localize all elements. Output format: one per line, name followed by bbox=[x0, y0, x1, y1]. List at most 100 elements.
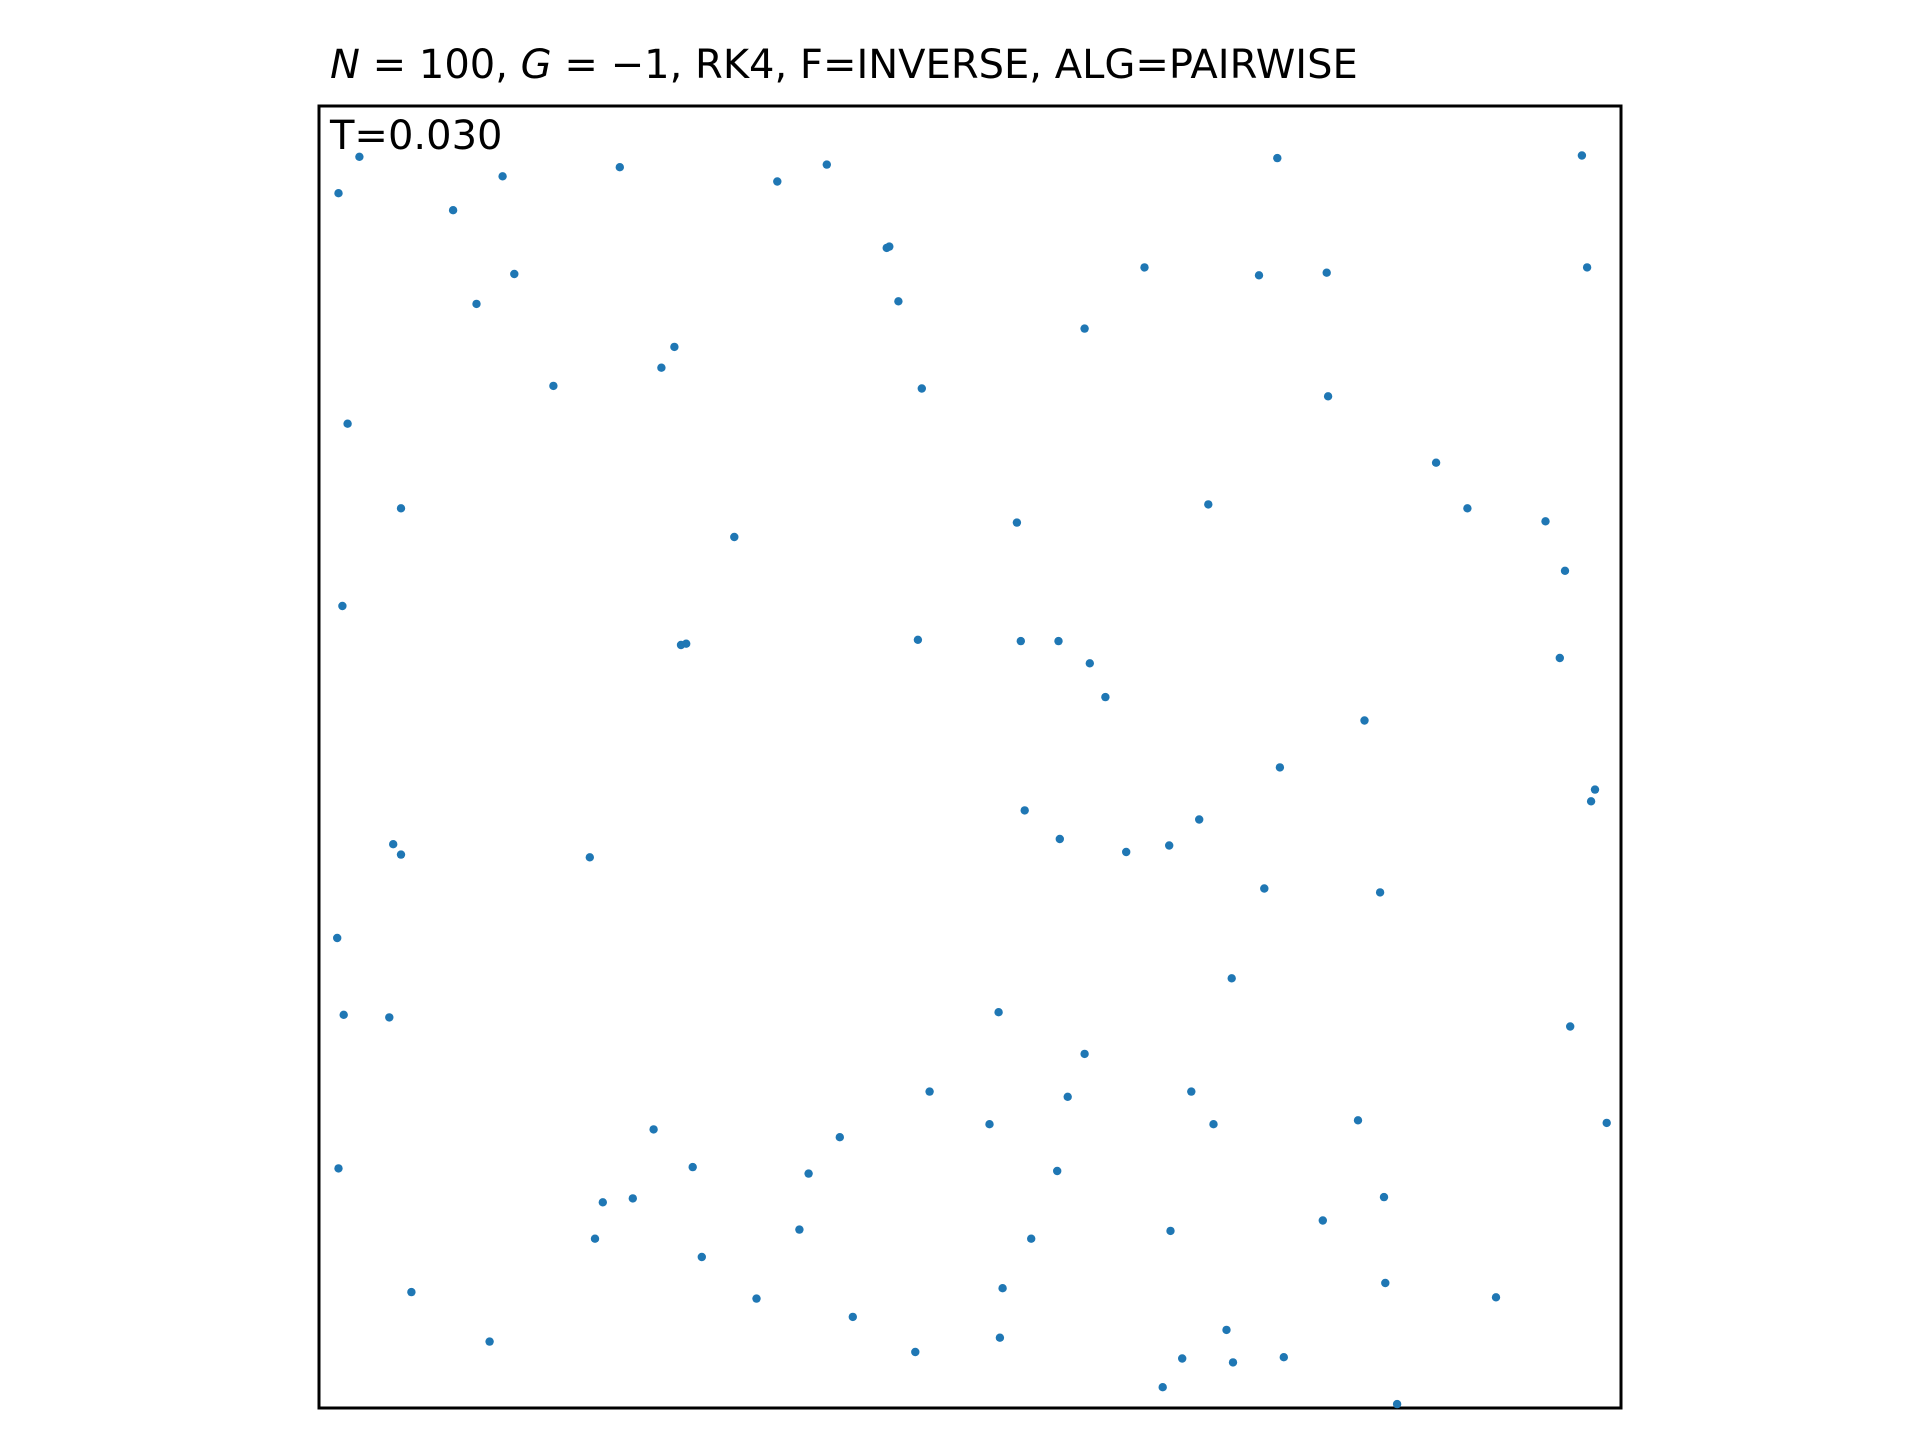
plot-frame bbox=[317, 104, 1623, 1410]
data-point-0-9 bbox=[510, 269, 519, 279]
data-point-0-80 bbox=[1027, 1234, 1036, 1243]
data-point-0-10 bbox=[472, 299, 481, 309]
data-point-0-48 bbox=[1122, 847, 1131, 857]
data-point-0-91 bbox=[995, 1333, 1005, 1342]
data-point-0-49 bbox=[1165, 841, 1174, 850]
data-point-0-6 bbox=[822, 160, 831, 169]
data-point-0-0 bbox=[355, 152, 364, 161]
data-point-0-61 bbox=[1080, 1049, 1089, 1059]
data-point-0-85 bbox=[998, 1284, 1007, 1293]
data-point-0-62 bbox=[1566, 1022, 1575, 1031]
data-point-0-39 bbox=[1085, 659, 1095, 668]
data-point-0-35 bbox=[682, 639, 691, 648]
data-point-0-56 bbox=[333, 933, 342, 943]
data-point-0-37 bbox=[1016, 636, 1025, 646]
data-point-0-32 bbox=[1560, 566, 1570, 575]
data-point-0-89 bbox=[752, 1294, 761, 1303]
data-point-0-28 bbox=[396, 504, 406, 513]
data-point-0-38 bbox=[1054, 636, 1063, 646]
data-point-0-5 bbox=[773, 177, 782, 186]
data-point-0-40 bbox=[1101, 692, 1110, 702]
title-g-value: −1 bbox=[610, 42, 670, 88]
data-point-0-36 bbox=[913, 635, 923, 644]
data-point-0-23 bbox=[917, 384, 926, 393]
data-point-0-20 bbox=[343, 419, 352, 428]
data-point-0-59 bbox=[1227, 974, 1236, 983]
data-point-0-42 bbox=[1555, 653, 1565, 663]
data-point-0-15 bbox=[1254, 271, 1264, 280]
data-point-0-79 bbox=[795, 1225, 804, 1234]
time-label: T=0.030 bbox=[329, 113, 502, 159]
data-point-0-33 bbox=[338, 601, 347, 611]
data-point-0-70 bbox=[649, 1125, 658, 1134]
data-point-0-26 bbox=[1463, 504, 1472, 513]
data-point-0-44 bbox=[1590, 785, 1600, 794]
data-point-0-94 bbox=[1222, 1325, 1231, 1335]
data-point-0-52 bbox=[389, 840, 398, 849]
data-point-0-65 bbox=[1063, 1092, 1072, 1102]
data-point-0-81 bbox=[1166, 1226, 1175, 1236]
data-point-0-2 bbox=[498, 172, 507, 181]
data-point-0-41 bbox=[1360, 716, 1369, 725]
data-point-0-64 bbox=[985, 1120, 994, 1129]
data-point-0-74 bbox=[804, 1169, 813, 1178]
data-point-0-31 bbox=[1204, 500, 1213, 509]
data-point-0-58 bbox=[385, 1013, 394, 1022]
data-point-0-83 bbox=[1379, 1192, 1389, 1202]
data-point-0-97 bbox=[1228, 1358, 1238, 1367]
data-point-0-8 bbox=[1577, 151, 1587, 160]
data-point-0-73 bbox=[688, 1162, 697, 1172]
data-point-0-92 bbox=[485, 1337, 494, 1346]
data-point-0-67 bbox=[1209, 1120, 1218, 1129]
data-point-0-25 bbox=[1431, 458, 1441, 467]
title-n-value: 100 bbox=[418, 42, 496, 88]
data-point-0-90 bbox=[848, 1312, 857, 1322]
data-point-0-46 bbox=[1020, 806, 1029, 815]
data-point-0-60 bbox=[994, 1008, 1003, 1017]
data-point-0-66 bbox=[1187, 1087, 1196, 1096]
data-point-0-68 bbox=[1353, 1116, 1363, 1125]
data-point-0-75 bbox=[1053, 1166, 1062, 1176]
data-point-0-27 bbox=[1541, 517, 1550, 526]
data-point-0-78 bbox=[590, 1234, 600, 1243]
data-point-0-19 bbox=[549, 381, 558, 391]
data-point-0-24 bbox=[1323, 392, 1333, 401]
data-point-0-54 bbox=[585, 853, 594, 862]
data-point-0-84 bbox=[697, 1252, 706, 1262]
data-point-0-87 bbox=[1491, 1293, 1501, 1302]
data-point-0-21 bbox=[657, 363, 666, 372]
data-point-0-69 bbox=[1602, 1118, 1611, 1128]
data-point-0-99 bbox=[1392, 1399, 1402, 1409]
data-point-0-71 bbox=[835, 1133, 844, 1142]
data-point-0-13 bbox=[894, 297, 903, 306]
title-rest: RK4, F=INVERSE, ALG=PAIRWISE bbox=[695, 42, 1358, 88]
data-point-0-95 bbox=[1158, 1383, 1167, 1392]
data-point-0-63 bbox=[925, 1087, 934, 1096]
data-point-0-29 bbox=[730, 532, 739, 542]
data-point-0-7 bbox=[1273, 153, 1282, 163]
data-point-0-51 bbox=[1260, 884, 1269, 893]
data-point-0-76 bbox=[598, 1198, 607, 1207]
data-point-0-45 bbox=[1586, 797, 1596, 806]
data-point-0-96 bbox=[1178, 1354, 1187, 1363]
data-point-0-72 bbox=[334, 1164, 343, 1173]
data-point-0-88 bbox=[407, 1287, 416, 1297]
data-point-0-22 bbox=[670, 342, 679, 352]
data-point-0-50 bbox=[1195, 815, 1204, 824]
data-point-0-14 bbox=[1140, 263, 1149, 272]
data-point-0-82 bbox=[1318, 1216, 1328, 1225]
data-point-0-53 bbox=[396, 850, 406, 859]
data-point-0-55 bbox=[1375, 888, 1385, 897]
data-point-0-17 bbox=[1582, 263, 1592, 272]
points-layer bbox=[333, 151, 1611, 1409]
data-point-0-57 bbox=[339, 1010, 348, 1019]
data-point-0-18 bbox=[1080, 324, 1089, 333]
title-n-symbol: N bbox=[330, 42, 360, 88]
data-point-0-93 bbox=[911, 1347, 920, 1357]
data-point-0-16 bbox=[1322, 268, 1331, 277]
chart-title: N = 100, G = −1, RK4, F=INVERSE, ALG=PAI… bbox=[330, 42, 1358, 88]
data-point-0-4 bbox=[615, 163, 624, 172]
data-point-0-3 bbox=[448, 206, 458, 215]
data-point-0-43 bbox=[1275, 763, 1285, 772]
